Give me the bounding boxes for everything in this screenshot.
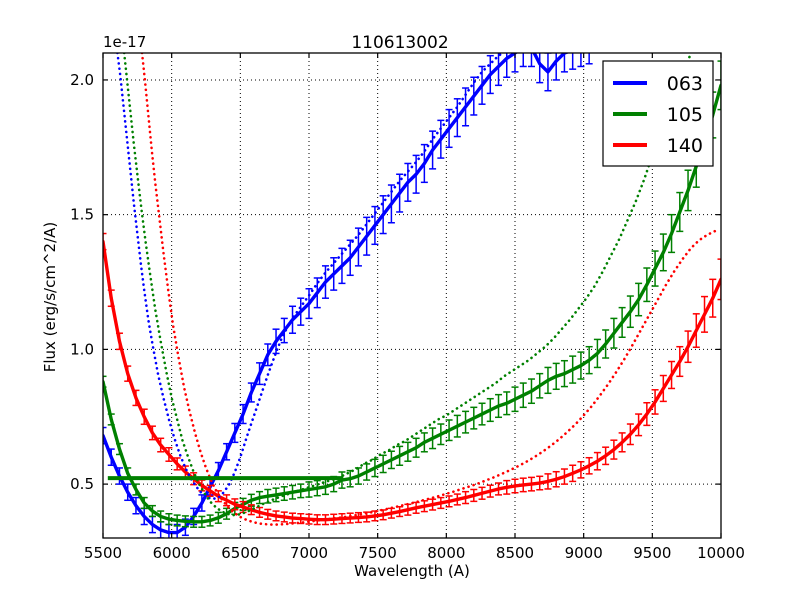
data-curve-063 xyxy=(103,53,570,535)
x-axis-label: Wavelength (A) xyxy=(354,562,470,580)
x-tick-label: 7500 xyxy=(359,544,397,562)
series-063-model xyxy=(116,53,506,501)
legend-label-105: 105 xyxy=(667,104,703,126)
x-tick-label: 9000 xyxy=(565,544,603,562)
y-tick-label: 1.5 xyxy=(70,206,94,224)
chart-title: 110613002 xyxy=(351,33,449,53)
x-tick-label: 7000 xyxy=(290,544,328,562)
legend: 063 105 140 xyxy=(602,60,714,167)
y-tick-label: 0.5 xyxy=(70,475,94,493)
errorbars-140 xyxy=(103,232,721,526)
series-140-model xyxy=(140,53,717,526)
data-curve-140 xyxy=(103,239,721,522)
grid-lines xyxy=(103,53,721,538)
series-140 xyxy=(103,232,721,526)
plot-border xyxy=(102,52,722,539)
x-tick-label: 9500 xyxy=(633,544,671,562)
y-tick-label: 1.0 xyxy=(70,340,94,358)
y-axis-exponent-label: 1e-17 xyxy=(103,33,147,51)
legend-label-140: 140 xyxy=(667,135,703,157)
y-axis-label: Flux (erg/s/cm^2/A) xyxy=(41,221,59,373)
series-layer xyxy=(103,53,721,538)
model-curve-063-model xyxy=(116,53,506,501)
x-tick-label: 6000 xyxy=(153,544,191,562)
x-tick-label: 8500 xyxy=(496,544,534,562)
axes-frame: 5500 6000 6500 7000 7500 8000 8500 9000 9500 1000… xyxy=(70,52,745,562)
errorbars-063 xyxy=(103,53,593,538)
x-tick-label: 8000 xyxy=(427,544,465,562)
series-105-model xyxy=(122,53,693,517)
model-curve-140-model xyxy=(140,53,717,526)
legend-label-063: 063 xyxy=(667,73,703,95)
y-tick-label: 2.0 xyxy=(70,71,94,89)
data-curve-105 xyxy=(103,83,721,524)
model-curve-105-model xyxy=(122,53,693,517)
x-tick-label: 6500 xyxy=(221,544,259,562)
x-tick-label: 5500 xyxy=(84,544,122,562)
x-tick-label: 10000 xyxy=(697,544,745,562)
series-063 xyxy=(103,53,593,538)
